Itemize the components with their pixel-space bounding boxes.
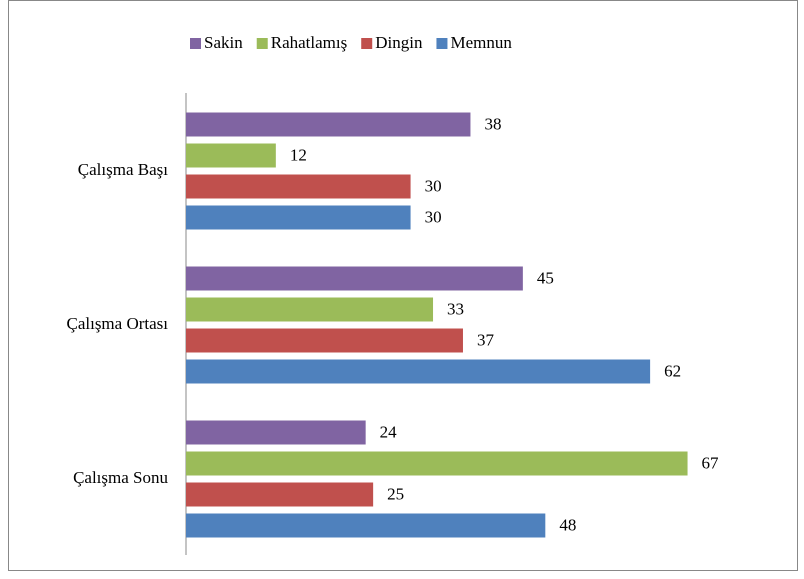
bar bbox=[186, 205, 411, 230]
legend-swatch bbox=[361, 38, 373, 49]
data-label: 37 bbox=[477, 330, 495, 349]
y-tick-label: Çalışma Ortası bbox=[66, 314, 168, 333]
bar bbox=[186, 266, 523, 291]
legend-swatch bbox=[256, 38, 268, 49]
legend-label: Memnun bbox=[450, 33, 512, 52]
data-label: 30 bbox=[425, 207, 442, 226]
bar bbox=[186, 451, 688, 476]
data-label: 24 bbox=[380, 422, 398, 441]
bar bbox=[186, 174, 411, 199]
y-tick-label: Çalışma Başı bbox=[78, 160, 168, 179]
data-label: 62 bbox=[664, 361, 681, 380]
data-label: 38 bbox=[484, 114, 501, 133]
data-label: 33 bbox=[447, 299, 464, 318]
bar bbox=[186, 112, 471, 137]
bar bbox=[186, 513, 546, 538]
legend-swatch bbox=[190, 38, 201, 49]
data-label: 67 bbox=[702, 453, 720, 472]
bar bbox=[186, 420, 366, 445]
legend-label: Sakin bbox=[204, 33, 243, 52]
data-label: 48 bbox=[559, 515, 576, 534]
legend-swatch bbox=[436, 38, 448, 49]
data-label: 30 bbox=[425, 176, 442, 195]
data-label: 25 bbox=[387, 484, 404, 503]
legend-label: Dingin bbox=[375, 33, 423, 52]
data-label: 45 bbox=[537, 268, 554, 287]
bar bbox=[186, 359, 651, 384]
bar bbox=[186, 143, 276, 168]
bar bbox=[186, 328, 463, 353]
bar bbox=[186, 297, 434, 322]
y-tick-label: Çalışma Sonu bbox=[73, 468, 168, 487]
data-label: 12 bbox=[290, 145, 307, 164]
legend-label: Rahatlamış bbox=[271, 33, 347, 52]
bar bbox=[186, 482, 374, 507]
